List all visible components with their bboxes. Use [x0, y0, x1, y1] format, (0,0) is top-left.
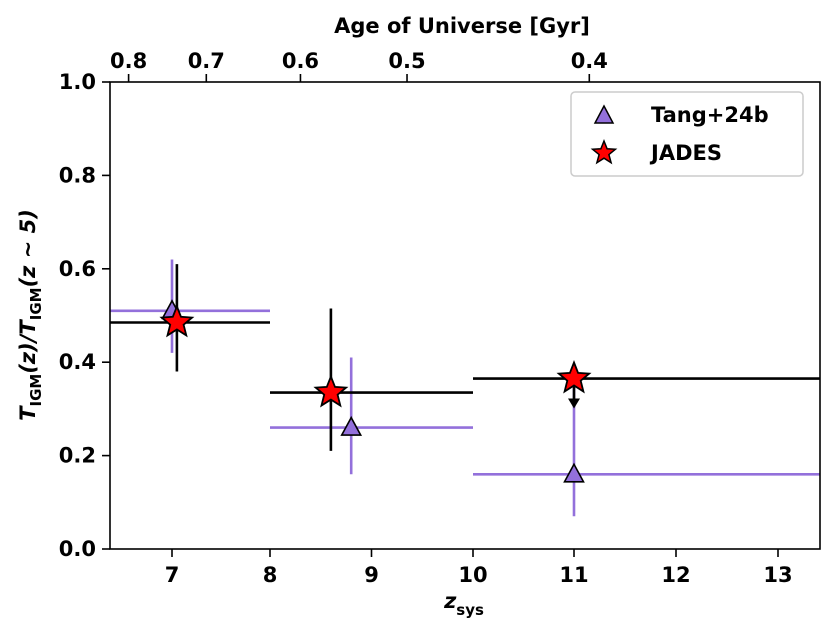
legend-box	[570, 91, 804, 177]
x-tick-label: 13	[763, 563, 792, 587]
x-tick-label: 8	[263, 563, 278, 587]
y-tick-label: 0.8	[59, 163, 96, 187]
upper-limit-arrow	[568, 398, 580, 409]
legend-marker-jades	[590, 138, 618, 165]
star-marker	[313, 374, 349, 408]
y-axis-title: TIGM(z)/TIGM(z ~ 5)	[16, 209, 45, 421]
y-tick-label: 0.4	[59, 350, 96, 374]
y-tick-label: 0.2	[59, 444, 96, 468]
top-tick-label: 0.5	[388, 49, 425, 73]
legend-marker-tang	[593, 104, 615, 124]
y-title-t2: T	[16, 319, 40, 335]
legend-label-jades: JADES	[649, 141, 722, 165]
star-marker	[556, 360, 592, 394]
x-axis-title: zsys	[443, 589, 484, 619]
triangle-marker	[563, 462, 585, 483]
y-title-t1: T	[16, 405, 40, 421]
top-tick-label: 0.8	[110, 49, 147, 73]
y-axis-ticks: 0.0 0.2 0.4 0.6 0.8 1.0	[59, 70, 110, 561]
jades-point-2	[270, 308, 473, 451]
tang-point-2	[270, 357, 473, 475]
x-tick-label: 9	[364, 563, 379, 587]
x-tick-label: 12	[661, 563, 690, 587]
tang-point-1	[110, 259, 270, 353]
x-axis-ticks: 7 8 9 10 11 12 13	[165, 549, 793, 587]
x-tick-label: 7	[165, 563, 180, 587]
x-axis-title-sub: sys	[456, 601, 484, 619]
y-tick-label: 1.0	[59, 70, 96, 94]
x-tick-label: 10	[458, 563, 487, 587]
jades-point-3	[473, 360, 820, 409]
top-axis-ticks: 0.8 0.7 0.6 0.5 0.4	[110, 49, 608, 82]
data-layer	[110, 259, 820, 517]
y-tick-label: 0.6	[59, 257, 96, 281]
y-title-sub2: IGM	[27, 287, 45, 320]
x-axis-title-main: z	[443, 589, 457, 613]
top-tick-label: 0.7	[188, 49, 225, 73]
legend-label-tang: Tang+24b	[651, 103, 769, 127]
tang-point-3	[473, 380, 820, 517]
legend: Tang+24b JADES	[570, 91, 804, 177]
top-axis-title: Age of Universe [Gyr]	[334, 14, 590, 38]
top-tick-label: 0.4	[571, 49, 608, 73]
jades-point-1	[110, 264, 270, 372]
x-tick-label: 11	[559, 563, 588, 587]
plot-frame	[109, 81, 821, 550]
y-title-mid: (z)/	[16, 332, 40, 373]
star-marker	[159, 304, 195, 338]
triangle-marker	[340, 415, 363, 436]
top-tick-label: 0.6	[282, 49, 319, 73]
y-tick-label: 0.0	[59, 537, 96, 561]
y-title-post: (z ~ 5)	[16, 209, 40, 287]
y-title-sub1: IGM	[27, 374, 45, 407]
